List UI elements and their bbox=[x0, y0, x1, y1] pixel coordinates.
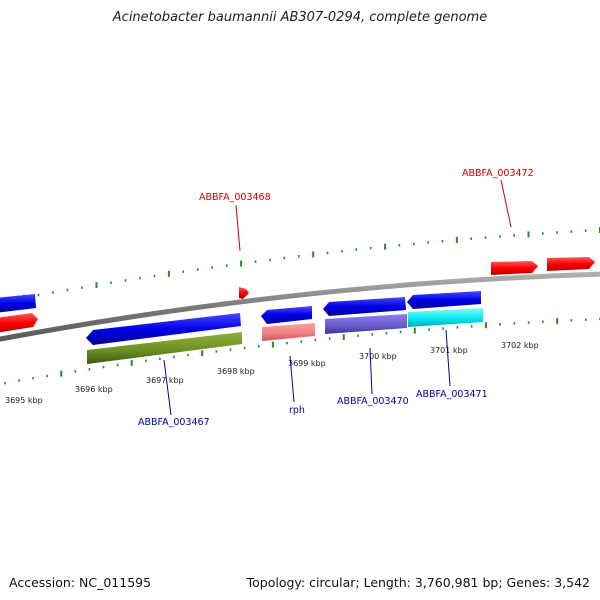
forward-cds-track bbox=[0, 257, 595, 333]
map-title: Acinetobacter baumannii AB307-0294, comp… bbox=[112, 10, 488, 25]
cds-feature-reverse[interactable] bbox=[261, 306, 312, 324]
cds-feature-forward[interactable] bbox=[0, 313, 38, 333]
reverse-cds-track bbox=[0, 291, 481, 345]
cds-feature-reverse[interactable] bbox=[86, 313, 241, 345]
tick-label: 3698 kbp bbox=[217, 367, 255, 376]
upper-tick-track bbox=[8, 227, 600, 302]
gene-label[interactable]: ABBFA_003472 bbox=[462, 168, 534, 179]
tick-label: 3697 kbp bbox=[146, 376, 184, 385]
tick-label: 3701 kbp bbox=[430, 346, 468, 355]
gene-label[interactable]: ABBFA_003470 bbox=[337, 396, 409, 407]
cds-feature-forward[interactable] bbox=[547, 257, 595, 271]
cog-feature[interactable] bbox=[408, 308, 483, 327]
topology-text: Topology: circular; Length: 3,760,981 bp… bbox=[246, 575, 590, 590]
genome-backbone bbox=[0, 271, 600, 342]
accession-text: Accession: NC_011595 bbox=[9, 575, 152, 590]
tick-labels: 3695 kbp 3696 kbp 3697 kbp 3698 kbp 3699… bbox=[5, 341, 539, 405]
lower-tick-track bbox=[4, 317, 600, 385]
cds-feature-forward[interactable] bbox=[491, 261, 538, 275]
tick-label: 3696 kbp bbox=[75, 385, 113, 394]
gene-labels: ABBFA_003468 ABBFA_003472 ABBFA_003467 r… bbox=[138, 168, 534, 428]
tick-label: 3702 kbp bbox=[501, 341, 539, 350]
tick-label: 3700 kbp bbox=[359, 352, 397, 361]
gene-label[interactable]: ABBFA_003467 bbox=[138, 417, 210, 428]
gene-label[interactable]: rph bbox=[289, 405, 305, 416]
label-leaders bbox=[163, 179, 512, 416]
cds-feature-forward[interactable] bbox=[239, 287, 249, 299]
cog-track bbox=[87, 308, 483, 364]
gene-label[interactable]: ABBFA_003468 bbox=[199, 192, 271, 203]
cds-feature-reverse[interactable] bbox=[323, 297, 406, 316]
tick-label: 3695 kbp bbox=[5, 396, 43, 405]
gene-label[interactable]: ABBFA_003471 bbox=[416, 389, 488, 400]
cog-feature[interactable] bbox=[262, 323, 315, 341]
cds-feature-reverse[interactable] bbox=[407, 291, 481, 309]
tick-label: 3699 kbp bbox=[288, 359, 326, 368]
cog-feature[interactable] bbox=[325, 314, 407, 334]
cog-feature[interactable] bbox=[87, 332, 242, 364]
cds-feature-reverse[interactable] bbox=[0, 294, 36, 313]
